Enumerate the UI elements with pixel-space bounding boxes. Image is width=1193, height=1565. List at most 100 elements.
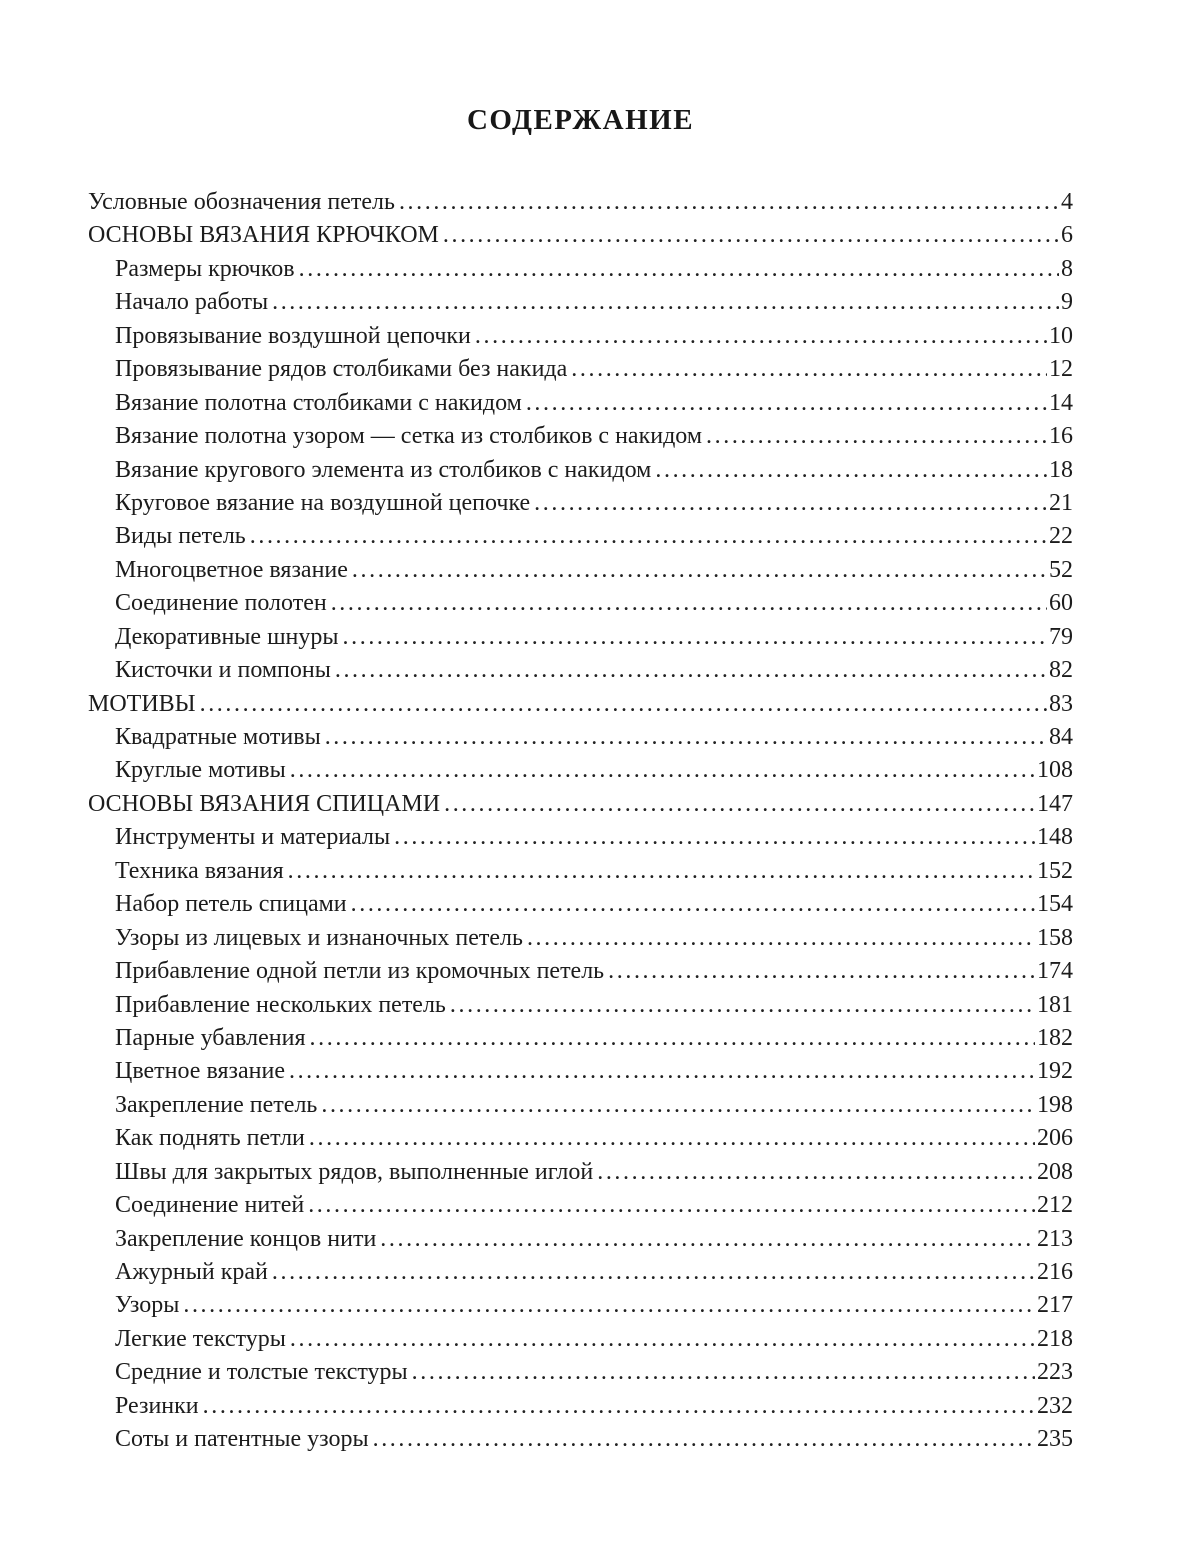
toc-entry: Вязание кругового элемента из столбиков …: [88, 454, 1073, 487]
page-title: СОДЕРЖАНИЕ: [466, 104, 695, 136]
toc-page-number: 52: [1049, 556, 1073, 583]
toc-dot-leader: [450, 989, 1035, 1022]
toc-page-number: 4: [1061, 189, 1073, 215]
toc-dot-leader: [394, 821, 1035, 854]
toc-entry: Кисточки и помпоны 82: [88, 654, 1073, 687]
toc-page-number: 216: [1037, 1259, 1073, 1285]
toc-entry: Начало работы 9: [88, 286, 1073, 319]
toc-entry-label: Провязывание рядов столбиками без накида: [115, 356, 568, 383]
toc-entry-label: Соединение полотен: [115, 590, 327, 617]
toc-entry: Соединение полотен 60: [88, 587, 1073, 620]
toc-entry-label: Техника вязания: [115, 857, 284, 884]
toc-dot-leader: [289, 1055, 1035, 1088]
toc-page-number: 8: [1061, 255, 1073, 282]
toc-dot-leader: [373, 1423, 1035, 1456]
toc-dot-leader: [399, 186, 1059, 219]
toc-page-number: 10: [1049, 322, 1073, 349]
toc-page-number: 206: [1037, 1125, 1073, 1152]
toc-page-number: 147: [1037, 790, 1073, 817]
toc-dot-leader: [527, 922, 1035, 955]
toc-dot-leader: [343, 621, 1047, 654]
toc-dot-leader: [309, 1122, 1035, 1155]
toc-entry-label: Узоры из лицевых и изнаночных петель: [115, 924, 523, 951]
toc-entry-label: Вязание полотна узором — сетка из столби…: [115, 423, 703, 450]
toc-entry: Провязывание воздушной цепочки 10: [88, 320, 1073, 353]
toc-entry: Квадратные мотивы 84: [88, 721, 1073, 754]
toc-entry-label: Кисточки и помпоны: [115, 657, 331, 684]
toc-entry-label: Узоры: [115, 1292, 180, 1319]
toc-entry-label: Условные обозначения петель: [88, 189, 395, 215]
toc-entry-label: Виды петель: [115, 523, 246, 550]
toc-dot-leader: [608, 955, 1035, 988]
toc-entry-label: Вязание полотна столбиками с накидом: [115, 389, 522, 416]
toc-dot-leader: [250, 520, 1047, 553]
toc-entry: Как поднять петли 206: [88, 1122, 1073, 1155]
toc-dot-leader: [310, 1022, 1035, 1055]
toc-page-number: 192: [1037, 1058, 1073, 1085]
toc-dot-leader: [325, 721, 1047, 754]
toc-entry-label: Парные убавления: [115, 1024, 306, 1051]
toc-entry: Швы для закрытых рядов, выполненные игло…: [88, 1156, 1073, 1189]
toc-entry: Вязание полотна узором — сетка из столби…: [88, 420, 1073, 453]
toc-page-number: 148: [1037, 824, 1073, 851]
toc-entry: Провязывание рядов столбиками без накида…: [88, 353, 1073, 386]
toc-dot-leader: [290, 1323, 1035, 1356]
toc-entry: Ажурный край 216: [88, 1256, 1073, 1289]
toc-page-number: 232: [1037, 1392, 1073, 1419]
toc-entry: Узоры 217: [88, 1289, 1073, 1322]
toc-entry: Прибавление нескольких петель 181: [88, 989, 1073, 1022]
toc-entry-label: Многоцветное вязание: [115, 556, 348, 583]
toc-entry: Многоцветное вязание 52: [88, 554, 1073, 587]
toc-page-number: 152: [1037, 857, 1073, 884]
toc-list: Условные обозначения петель 4 ОСНОВЫ ВЯЗАН…: [88, 186, 1073, 1457]
toc-page-number: 208: [1037, 1158, 1073, 1185]
toc-dot-leader: [335, 654, 1047, 687]
toc-page-number: 212: [1037, 1192, 1073, 1219]
toc-entry: Размеры крючков 8: [88, 253, 1073, 286]
toc-page-number: 16: [1049, 423, 1073, 450]
toc-entry-label: Круглые мотивы: [115, 757, 286, 784]
toc-dot-leader: [272, 1256, 1035, 1289]
toc-dot-leader: [351, 888, 1035, 921]
toc-entry: Соты и патентные узоры 235: [88, 1423, 1073, 1456]
toc-entry: Условные обозначения петель 4: [88, 186, 1073, 219]
toc-dot-leader: [534, 487, 1047, 520]
toc-page-number: 218: [1037, 1325, 1073, 1352]
toc-page-number: 174: [1037, 958, 1073, 985]
toc-entry-label: Легкие текстуры: [115, 1325, 286, 1352]
toc-dot-leader: [272, 286, 1059, 319]
toc-dot-leader: [444, 788, 1035, 821]
toc-page-number: 12: [1049, 356, 1073, 383]
toc-dot-leader: [321, 1089, 1035, 1122]
toc-entry: Инструменты и материалы 148: [88, 821, 1073, 854]
toc-entry-label: Квадратные мотивы: [115, 724, 321, 750]
toc-entry-label: Цветное вязание: [115, 1058, 285, 1085]
toc-entry-label: Прибавление нескольких петель: [115, 991, 446, 1018]
toc-dot-leader: [200, 688, 1047, 721]
toc-page-number: 84: [1049, 724, 1073, 750]
toc-entry-label: Круговое вязание на воздушной цепочке: [115, 489, 531, 516]
toc-entry: Соединение нитей 212: [88, 1189, 1073, 1222]
toc-page-number: 235: [1037, 1426, 1073, 1453]
toc-entry-label: Соты и патентные узоры: [115, 1426, 369, 1453]
toc-entry-label: Закрепление петель: [115, 1091, 318, 1118]
toc-page-number: 60: [1049, 590, 1073, 617]
toc-page-number: 18: [1049, 456, 1073, 483]
toc-page-number: 182: [1037, 1024, 1073, 1051]
toc-page-number: 223: [1037, 1359, 1073, 1386]
toc-dot-leader: [597, 1156, 1035, 1189]
toc-entry-label: Вязание кругового элемента из столбиков …: [115, 456, 652, 483]
toc-page-number: 154: [1037, 891, 1073, 918]
toc-entry: Легкие текстуры 218: [88, 1323, 1073, 1356]
toc-page-number: 213: [1037, 1225, 1073, 1252]
toc-page-number: 217: [1037, 1292, 1073, 1319]
toc-page-number: 181: [1037, 991, 1073, 1018]
toc-entry: Набор петель спицами 154: [88, 888, 1073, 921]
toc-entry: ОСНОВЫ ВЯЗАНИЯ КРЮЧКОМ 6: [88, 219, 1073, 252]
toc-entry-label: Набор петель спицами: [115, 891, 347, 918]
toc-page-number: 14: [1049, 389, 1073, 416]
toc-entry-label: Швы для закрытых рядов, выполненные игло…: [115, 1158, 594, 1185]
toc-entry: Прибавление одной петли из кромочных пет…: [88, 955, 1073, 988]
toc-entry: Парные убавления 182: [88, 1022, 1073, 1055]
